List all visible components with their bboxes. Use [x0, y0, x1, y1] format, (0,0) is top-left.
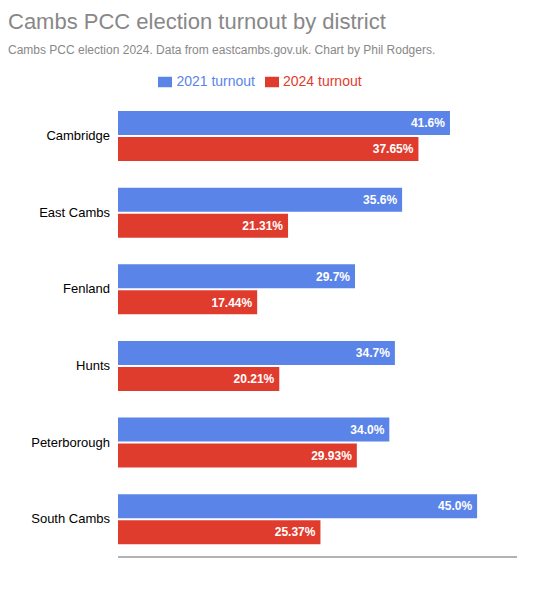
svg-text:41.6%: 41.6% [411, 116, 445, 130]
html-text:2024 turnout: 2024 turnout [283, 73, 362, 89]
svg-text:Fenland: Fenland [63, 281, 110, 296]
svg-text:29.93%: 29.93% [311, 449, 352, 463]
svg-text:Peterborough: Peterborough [31, 435, 110, 450]
svg-text:21.31%: 21.31% [242, 219, 283, 233]
svg-text:South Cambs: South Cambs [31, 511, 110, 526]
svg-text:20.21%: 20.21% [234, 372, 275, 386]
svg-text:35.6%: 35.6% [363, 193, 397, 207]
svg-text:29.7%: 29.7% [316, 270, 350, 284]
svg-text:25.37%: 25.37% [275, 525, 316, 539]
svg-text:34.0%: 34.0% [350, 423, 384, 437]
svg-text:17.44%: 17.44% [211, 296, 252, 310]
html-text:Cambs PCC election 2024. Data: Cambs PCC election 2024. Data from eastc… [8, 43, 436, 57]
svg-text:45.0%: 45.0% [438, 499, 472, 513]
svg-text:Hunts: Hunts [76, 358, 110, 373]
svg-text:East Cambs: East Cambs [39, 205, 110, 220]
html-text:Cambs PCC election turnout by: Cambs PCC election turnout by district [8, 9, 386, 34]
svg-text:Cambridge: Cambridge [46, 128, 110, 143]
html-text:2021 turnout: 2021 turnout [176, 73, 255, 89]
svg-text:37.65%: 37.65% [373, 142, 414, 156]
svg-text:34.7%: 34.7% [356, 346, 390, 360]
